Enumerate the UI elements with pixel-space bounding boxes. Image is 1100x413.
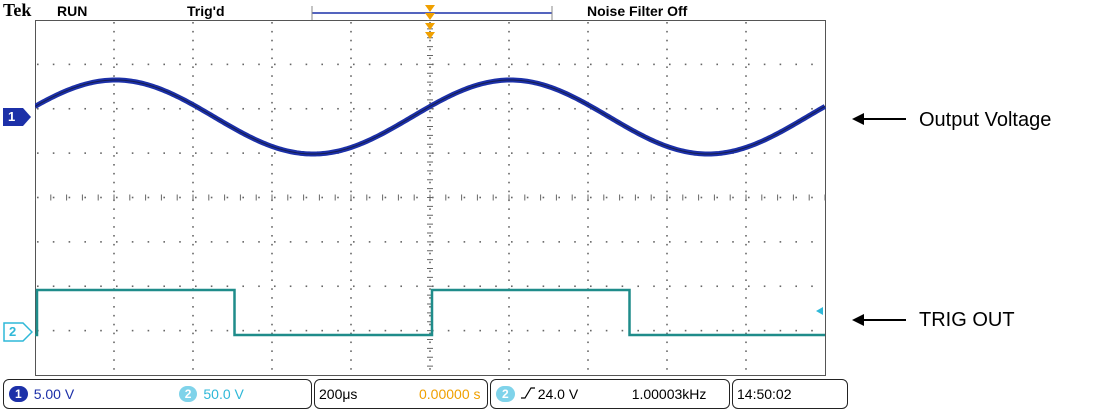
- ch2-marker[interactable]: 2: [3, 322, 33, 342]
- channel-scales-readout[interactable]: 1 5.00 V 2 50.0 V: [3, 379, 312, 409]
- trigger-readout[interactable]: 2 24.0 V 1.00003kHz: [490, 379, 730, 409]
- clock-readout: 14:50:02: [732, 379, 848, 409]
- run-state: RUN: [57, 3, 88, 19]
- frequency-readout: 1.00003kHz: [631, 386, 707, 402]
- trigger-position-value: 0.00000 s: [419, 386, 481, 402]
- timebase-value: 200μs: [319, 386, 358, 402]
- ch1-marker[interactable]: 1: [3, 108, 31, 126]
- ch2-scale: 50.0 V: [203, 386, 244, 402]
- rising-edge-icon: [520, 386, 535, 403]
- ch2-pill: 2: [178, 386, 198, 402]
- trigger-channel-pill: 2: [496, 386, 515, 402]
- trigger-position-icon: [425, 23, 435, 30]
- clock-value: 14:50:02: [737, 386, 792, 402]
- ch2-waveform: [35, 288, 825, 337]
- trigger-level: 24.0 V: [537, 386, 579, 402]
- trigger-state: Trig'd: [187, 3, 225, 19]
- trigger-level-icon: [816, 307, 823, 315]
- timebase-readout[interactable]: 200μs 0.00000 s: [314, 379, 488, 409]
- scope-display[interactable]: [35, 20, 826, 376]
- trig-out-arrow: [852, 314, 906, 326]
- noise-filter-status: Noise Filter Off: [587, 3, 688, 19]
- brand-logo: Tek: [3, 0, 32, 20]
- output-voltage-label: Output Voltage: [919, 109, 1052, 131]
- status-bar: 1 5.00 V 2 50.0 V 200μs 0.00000 s 2 24.0…: [3, 379, 850, 409]
- ch1-pill: 1: [9, 386, 28, 402]
- trig-out-label: TRIG OUT: [919, 309, 1015, 331]
- record-position-bar: [311, 5, 553, 20]
- ch1-scale: 5.00 V: [33, 386, 75, 402]
- output-voltage-arrow: [852, 113, 906, 125]
